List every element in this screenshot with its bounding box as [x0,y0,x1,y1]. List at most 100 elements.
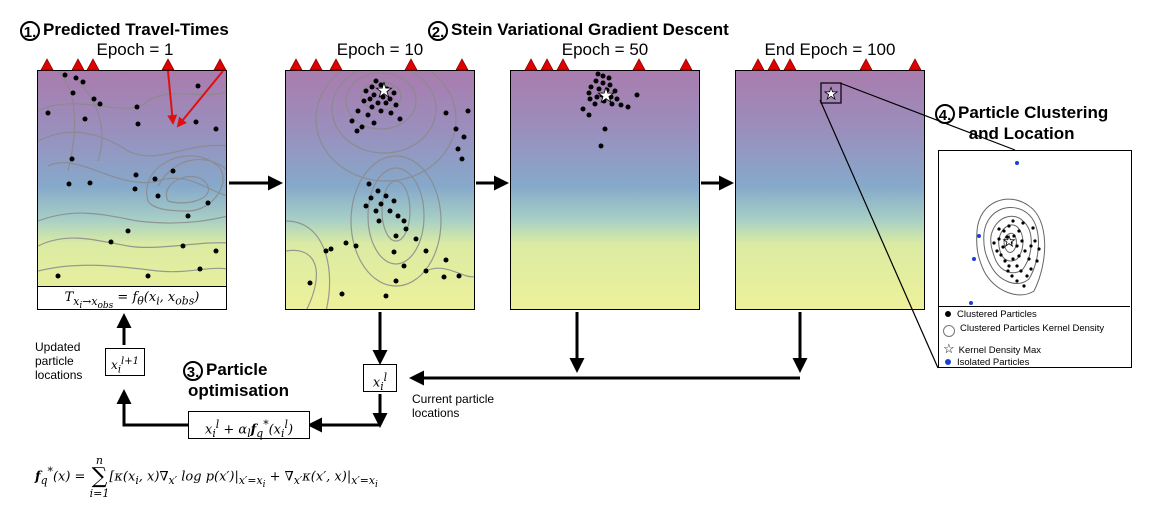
particle-dot [618,102,624,108]
step2-title: 2. Stein Variational Gradient Descent [428,20,729,41]
step1-label: Predicted Travel-Times [43,20,229,39]
particle-dot [145,273,151,279]
particle-dot [443,257,449,263]
particle-dot [456,273,462,279]
station-markers [40,58,922,71]
particle-dot [361,98,367,104]
particle-dot [395,213,401,219]
particle-dot [596,86,602,92]
particle-dot [608,94,614,100]
particle-dot [423,268,429,274]
kde-ring-icon [943,325,955,337]
particle-dot [383,100,389,106]
particle-dot [1010,274,1014,278]
travel-time-equation: Txi→xobs = fθ(xi, xobs) [37,286,227,311]
epoch-label-10: Epoch = 10 [336,40,424,59]
step4-title: 4. Particle Clustering and Location [935,103,1108,144]
particle-dot [383,293,389,299]
particle-dot [441,274,447,280]
update-rule-box: xil + αlfq*(xil) [188,411,310,440]
particle-dot [999,253,1003,257]
particle-dot [359,124,365,130]
particle-dot [380,94,386,100]
particle-dot [403,226,409,232]
legend-clustered-text: Clustered Particles [957,309,1037,320]
particle-dot [598,143,604,149]
particle-dot [197,266,203,272]
particle-dot [595,71,601,77]
updated-locations-line3: locations [35,368,83,382]
svg-text:★: ★ [1003,233,1016,249]
particle-dot [592,101,598,107]
step2-number: 2. [428,20,448,41]
current-locations-line1: Current particle [412,392,495,406]
isolated-dot-icon [945,359,951,365]
particle-dot [307,280,313,286]
particle-dot [601,98,607,104]
particle-dot [602,126,608,132]
particle-dot [594,94,600,100]
particle-dot [997,227,1001,231]
particle-dot [73,75,79,81]
particle-dot [614,96,620,102]
legend-isolated: Isolated Particles [945,357,1029,368]
particle-dot [371,92,377,98]
particle-dot [152,176,158,182]
step4-number: 4. [935,103,955,124]
panel-epoch-1 [37,70,227,310]
step3-line1: Particle [206,360,268,379]
particle-dot [1012,234,1016,238]
particle-dot [384,86,390,92]
particle-dot [1015,279,1019,283]
particle-dot [995,249,999,253]
star-icon: ☆ [943,341,955,356]
particle-dot [371,120,377,126]
step4-line2: and Location [968,123,1075,143]
current-locations-line2: locations [412,406,460,420]
particle-dot [586,112,592,118]
particle-dot [1023,249,1027,253]
particle-dot [393,278,399,284]
particle-dot [363,203,369,209]
particle-dot [125,228,131,234]
particle-dot [132,186,138,192]
legend-kde: Clustered Particles Kernel Density [943,323,1128,337]
svg-text:★: ★ [597,85,615,107]
particle-dot [397,116,403,122]
particle-dot [401,218,407,224]
panel-epoch-100: ★ [735,70,925,310]
particle-dot [387,96,393,102]
particle-dot [69,156,75,162]
particle-dot [459,156,465,162]
particle-dot [1037,247,1041,251]
particle-dot [365,112,371,118]
epoch-label-50: Epoch = 50 [561,40,649,59]
particle-dot [607,82,613,88]
particle-dot [378,201,384,207]
particle-dot [91,96,97,102]
particle-dot [1035,259,1039,263]
svgd-formula: fq*(x) = n ∑ i=1[κ(xi, x)∇x′ log p(x′)|x′=… [35,454,378,500]
particle-dot [155,193,161,199]
particle-dot [373,208,379,214]
particle-dot [387,208,393,214]
particle-dot [367,96,373,102]
particle-dot [55,273,61,279]
particle-dot [580,106,586,112]
particle-dot [375,188,381,194]
particle-dot [375,100,381,106]
particle-dot [66,181,72,187]
particle-dot [369,84,375,90]
particle-dot [453,126,459,132]
particle-dot [443,110,449,116]
step1-title: 1. Predicted Travel-Times [20,20,229,41]
epoch-label-1: Epoch = 1 [96,40,174,59]
legend-kde-text: Clustered Particles Kernel Density [960,323,1105,334]
particle-dot [461,134,467,140]
particle-dot [1017,229,1021,233]
particle-dot [1005,235,1009,239]
particle-dot [355,108,361,114]
particle-dot [587,96,593,102]
particle-dot [135,121,141,127]
